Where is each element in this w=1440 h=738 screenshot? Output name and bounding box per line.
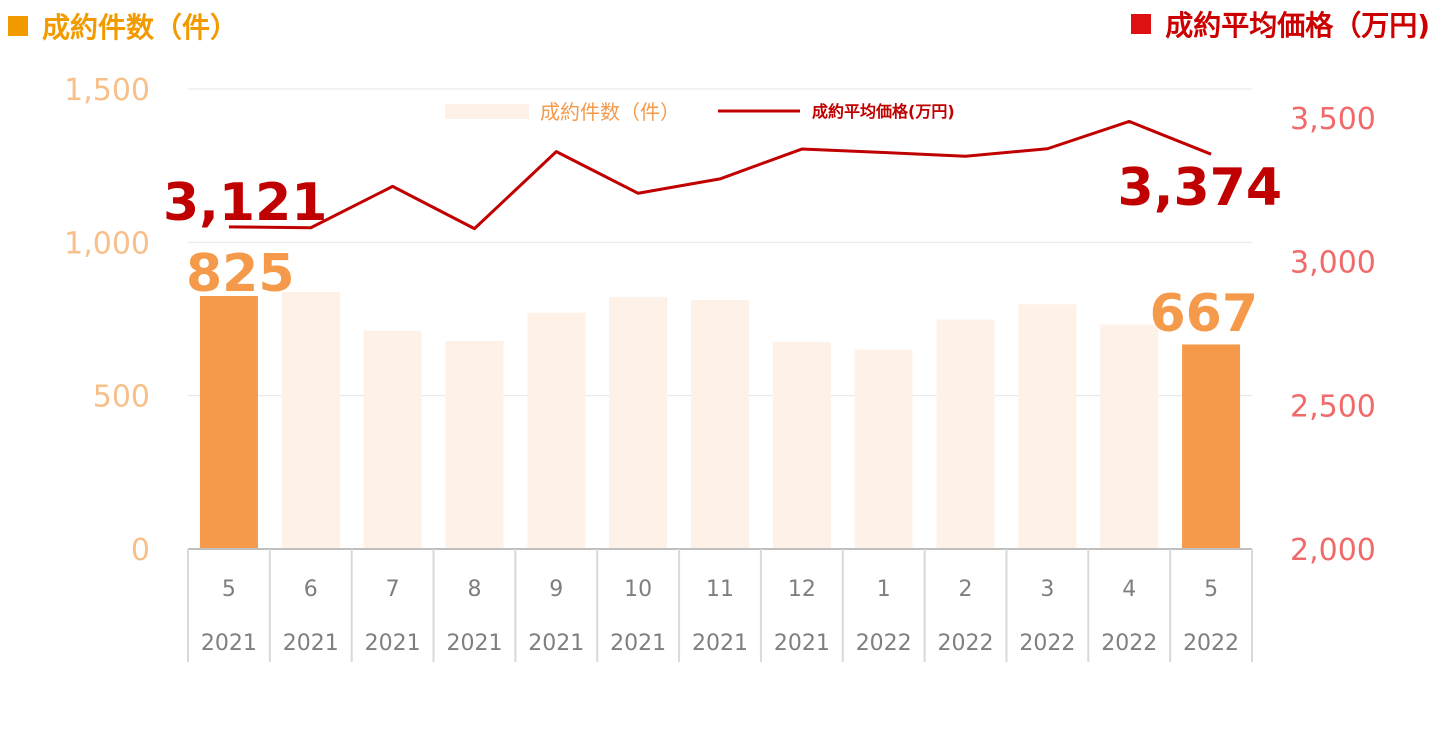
x-tick-month: 5: [1204, 577, 1218, 602]
x-tick-month: 9: [549, 577, 563, 602]
x-tick-month: 5: [222, 577, 236, 602]
x-tick-year: 2021: [774, 631, 830, 656]
x-tick-year: 2022: [1183, 631, 1239, 656]
x-tick-year: 2022: [856, 631, 912, 656]
x-tick-year: 2022: [1101, 631, 1157, 656]
bar: [1018, 304, 1076, 549]
left-axis-tick: 500: [93, 380, 150, 415]
x-tick-year: 2022: [938, 631, 994, 656]
bar: [445, 341, 503, 549]
data-label-bar-first: 825: [186, 244, 295, 304]
bar: [609, 297, 667, 549]
bar: [691, 300, 749, 549]
x-tick-year: 2021: [446, 631, 502, 656]
bar: [527, 313, 585, 549]
right-axis-tick: 3,000: [1290, 246, 1376, 281]
data-label-price-last: 3,374: [1118, 158, 1282, 218]
x-tick-month: 10: [624, 577, 652, 602]
data-label-price-first: 3,121: [163, 173, 327, 233]
right-axis-tick: 3,500: [1290, 102, 1376, 137]
bar: [1182, 344, 1240, 549]
x-tick-year: 2021: [283, 631, 339, 656]
x-tick-month: 6: [304, 577, 318, 602]
x-tick-month: 4: [1122, 577, 1136, 602]
left-axis-tick: 1,000: [64, 226, 150, 261]
x-tick-year: 2021: [610, 631, 666, 656]
bar: [364, 331, 422, 549]
price-line: [229, 121, 1211, 228]
x-tick-year: 2021: [201, 631, 257, 656]
x-tick-month: 11: [706, 577, 734, 602]
left-axis-tick: 1,500: [64, 73, 150, 108]
data-label-bar-last: 667: [1149, 284, 1258, 344]
bar: [200, 296, 258, 549]
right-axis-tick: 2,000: [1290, 533, 1376, 568]
bar: [855, 350, 913, 549]
x-tick-month: 1: [877, 577, 891, 602]
x-tick-year: 2021: [528, 631, 584, 656]
bar: [937, 320, 995, 549]
x-tick-month: 8: [467, 577, 481, 602]
x-tick-year: 2022: [1019, 631, 1075, 656]
x-tick-year: 2021: [692, 631, 748, 656]
x-tick-month: 12: [788, 577, 816, 602]
bar: [282, 292, 340, 549]
x-tick-month: 3: [1040, 577, 1054, 602]
legend-line-label: 成約平均価格(万円): [812, 102, 955, 121]
legend-bar-label: 成約件数（件）: [540, 100, 680, 124]
left-axis-tick: 0: [131, 533, 150, 568]
legend-bar-swatch: [445, 104, 529, 119]
x-tick-month: 2: [959, 577, 973, 602]
bar: [1100, 325, 1158, 549]
right-axis-tick: 2,500: [1290, 389, 1376, 424]
x-tick-month: 7: [386, 577, 400, 602]
bar: [773, 342, 831, 549]
x-tick-year: 2021: [365, 631, 421, 656]
